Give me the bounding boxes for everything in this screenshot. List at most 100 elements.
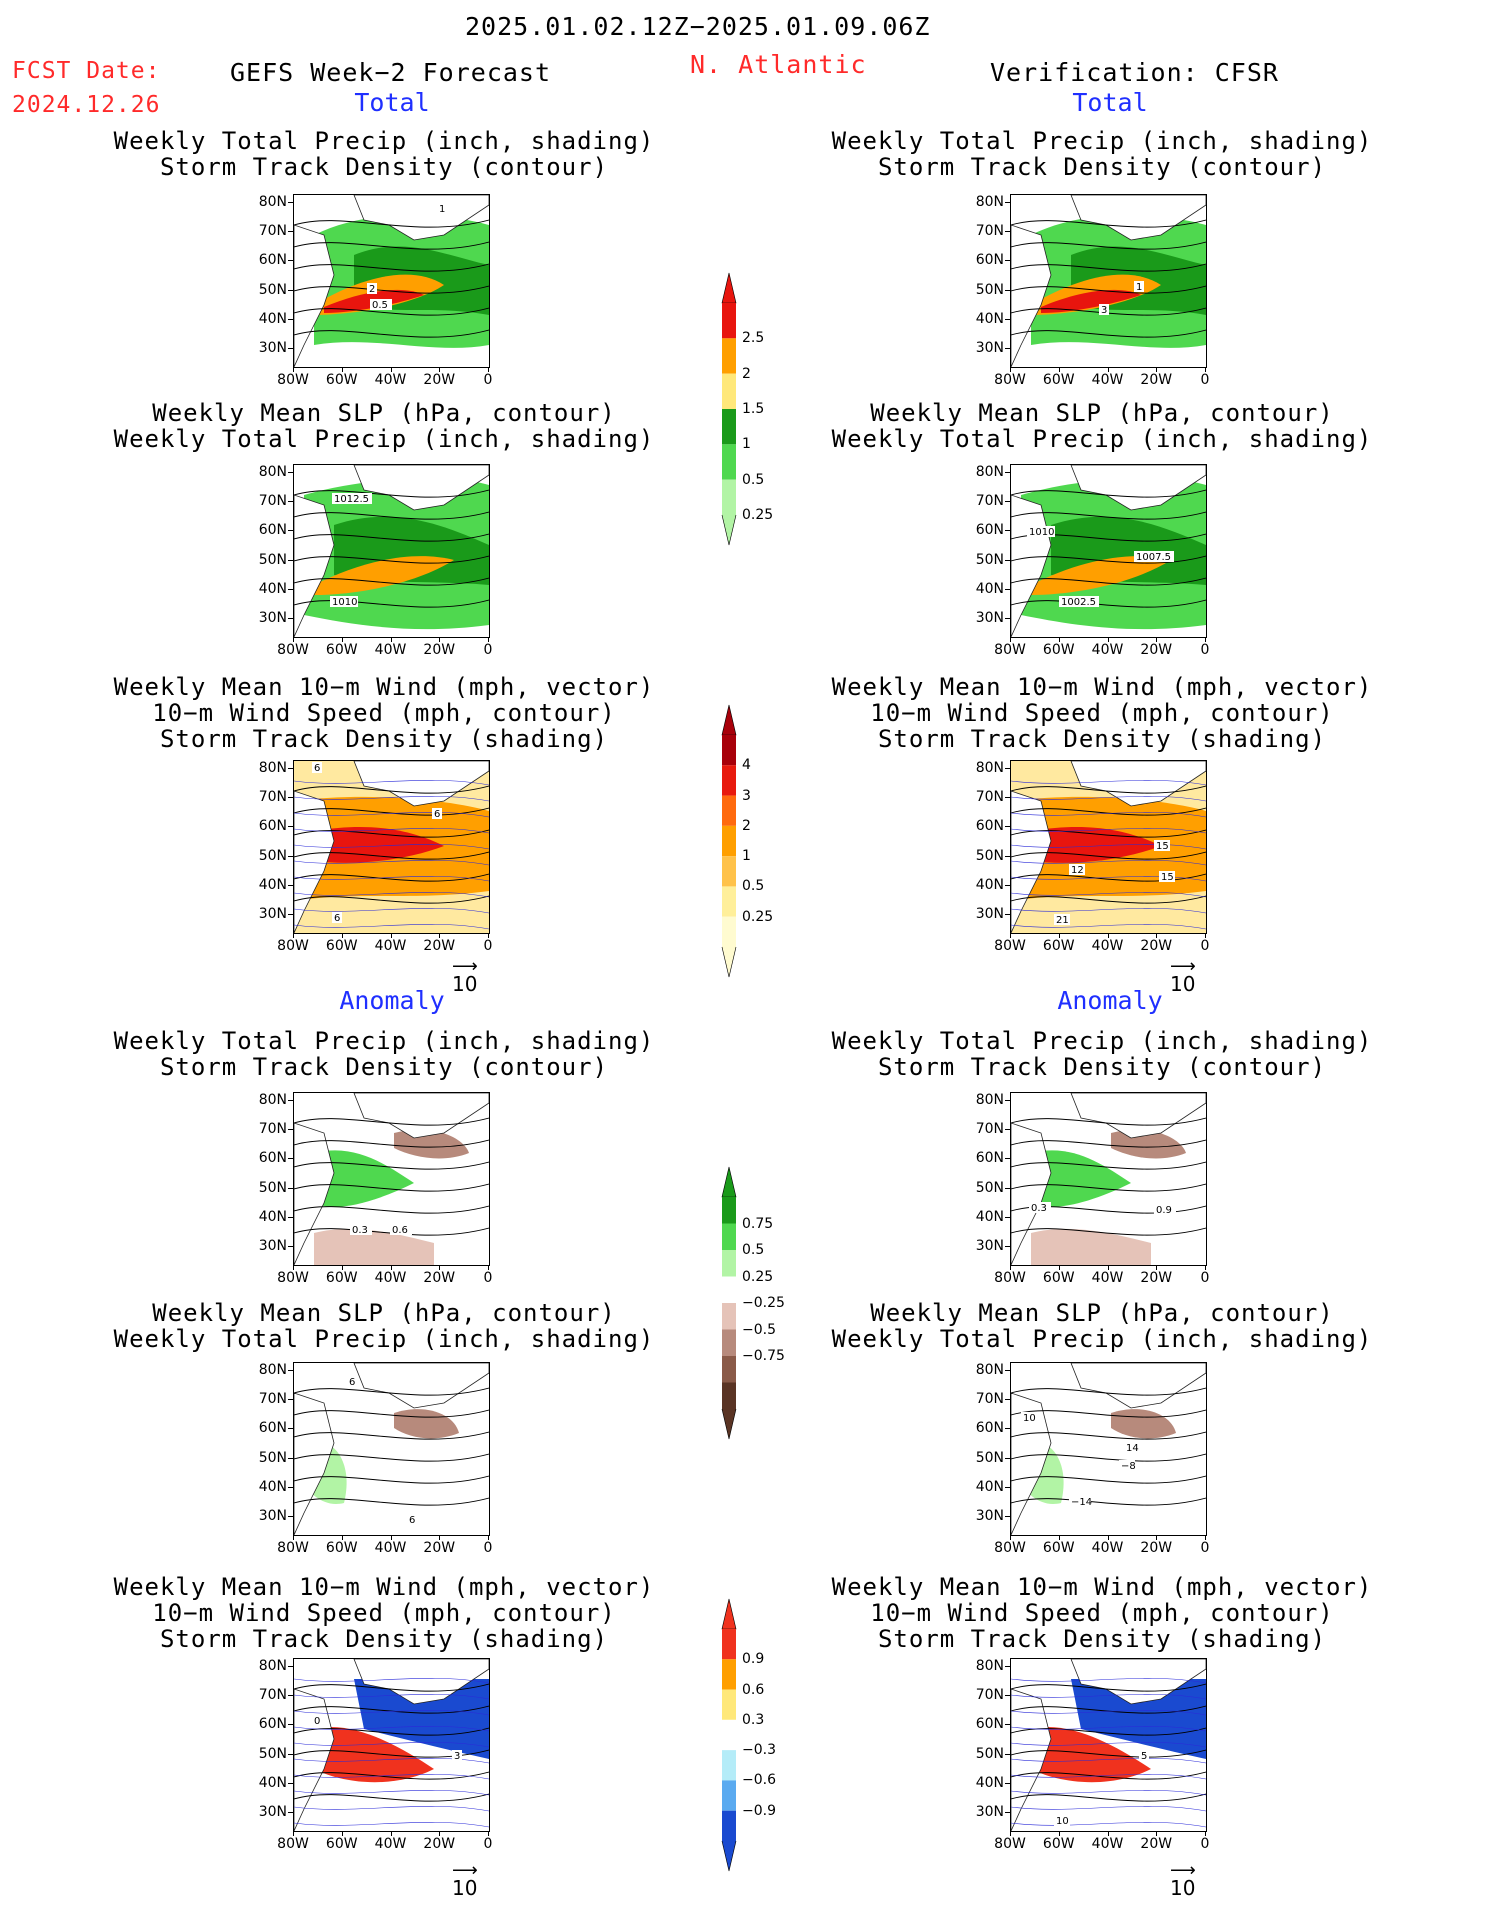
lon-tick <box>1107 637 1109 642</box>
contour-label: 1012.5 <box>334 494 369 505</box>
lat-label: 30N <box>258 610 287 626</box>
lat-label: 60N <box>975 252 1004 269</box>
lat-label: 40N <box>975 876 1004 893</box>
title-verif-slp-precip-total: Weekly Mean SLP (hPa, contour) Weekly Tot… <box>831 399 1373 453</box>
lon-tick <box>1156 1265 1158 1270</box>
colorbar-swatch <box>722 1356 736 1383</box>
lat-tick <box>1005 1428 1010 1430</box>
section-total-right: Total <box>1072 88 1148 117</box>
lat-label: 50N <box>258 281 287 298</box>
lon-label: 20W <box>423 1836 456 1852</box>
lat-label: 30N <box>258 1508 287 1524</box>
lon-tick <box>439 1831 441 1836</box>
lon-tick <box>341 637 343 642</box>
title-fcst-slp-precip-anom: Weekly Mean SLP (hPa, contour) Weekly Tot… <box>113 1299 655 1353</box>
map-panel-verif-slp-precip-total: 1010 1007.5 1002.5 <box>1010 464 1207 638</box>
colorbar-label: −0.75 <box>742 1348 785 1364</box>
title-fcst-wind-track-anom: Weekly Mean 10−m Wind (mph, vector) 10−m … <box>113 1573 655 1653</box>
lon-tick <box>1058 367 1060 372</box>
lat-label: 40N <box>258 1208 287 1225</box>
lat-label: 80N <box>258 760 287 776</box>
lon-tick <box>1156 637 1158 642</box>
lon-tick <box>1107 1265 1109 1270</box>
lon-label: 60W <box>1042 1540 1075 1556</box>
lon-label: 40W <box>374 1270 407 1286</box>
lat-label: 70N <box>258 1121 287 1138</box>
lat-tick <box>1005 768 1010 769</box>
lat-tick <box>288 260 293 262</box>
lat-tick <box>1005 202 1010 203</box>
lat-label: 40N <box>258 310 287 327</box>
lon-tick <box>1205 1831 1206 1836</box>
contour-label: 1 <box>439 204 445 215</box>
lat-tick <box>288 1246 293 1247</box>
lat-label: 80N <box>258 1092 287 1108</box>
lat-tick <box>288 1129 293 1131</box>
colorbar-swatch <box>721 1408 737 1440</box>
lat-label: 50N <box>975 1745 1004 1762</box>
lon-tick <box>1010 1831 1011 1836</box>
lat-tick <box>288 501 293 503</box>
lon-label: 60W <box>1042 1836 1075 1852</box>
colorbar-precip_anom <box>721 1166 737 1440</box>
lat-label: 70N <box>975 1121 1004 1138</box>
lat-label: 60N <box>258 1150 287 1167</box>
lat-label: 50N <box>975 1449 1004 1466</box>
lat-tick <box>288 1782 293 1784</box>
lon-tick <box>1010 933 1011 938</box>
lon-tick <box>390 933 392 938</box>
contour-label: 14 <box>1126 1443 1139 1454</box>
lat-tick <box>288 348 293 349</box>
lon-label: 20W <box>1140 1836 1173 1852</box>
lat-label: 70N <box>258 1391 287 1408</box>
lon-tick <box>293 1831 294 1836</box>
colorbar-swatch <box>722 338 736 374</box>
lon-tick <box>488 933 489 938</box>
lat-label: 80N <box>975 464 1004 480</box>
lon-label: 0 <box>1200 1836 1210 1852</box>
lat-tick <box>288 1100 293 1101</box>
lat-tick <box>288 1457 293 1459</box>
lat-label: 80N <box>258 194 287 210</box>
wind-vector-reference-left-total: ⟶ 10 <box>452 956 478 997</box>
colorbar-swatch <box>722 1197 736 1224</box>
lon-tick <box>488 1535 489 1540</box>
colorbar-swatch <box>722 886 736 917</box>
colorbar-swatch <box>722 1719 736 1751</box>
contour-label: 2 <box>369 284 375 295</box>
lat-label: 70N <box>975 223 1004 240</box>
map-panel-fcst-slp-precip-total: 1012.5 1010 <box>293 464 490 638</box>
lon-label: 60W <box>325 938 358 954</box>
region-title: N. Atlantic <box>690 50 867 79</box>
lat-label: 40N <box>975 310 1004 327</box>
lon-tick <box>1107 1831 1109 1836</box>
lat-tick <box>1005 1399 1010 1401</box>
lon-tick <box>390 1535 392 1540</box>
lon-tick <box>1205 367 1206 372</box>
lon-label: 60W <box>1042 1270 1075 1286</box>
lat-label: 70N <box>975 789 1004 806</box>
lat-tick <box>1005 472 1010 473</box>
lon-label: 80W <box>277 1270 309 1286</box>
lon-label: 80W <box>277 372 309 388</box>
title-fcst-slp-precip-total: Weekly Mean SLP (hPa, contour) Weekly Tot… <box>113 399 655 453</box>
lon-label: 20W <box>1140 1270 1173 1286</box>
lat-tick <box>288 826 293 828</box>
lon-label: 0 <box>483 1270 493 1286</box>
lat-tick <box>288 1158 293 1160</box>
lon-tick <box>390 367 392 372</box>
title-fcst-precip-track-anom: Weekly Total Precip (inch, shading) Storm… <box>113 1027 655 1081</box>
lat-label: 80N <box>975 194 1004 210</box>
lat-tick <box>1005 501 1010 503</box>
lon-tick <box>1058 933 1060 938</box>
lat-tick <box>1005 231 1010 233</box>
lon-tick <box>1058 1265 1060 1270</box>
lat-tick <box>1005 1666 1010 1667</box>
lat-tick <box>288 318 293 320</box>
lat-tick <box>1005 1753 1010 1755</box>
colorbar-label: 0.25 <box>742 1268 774 1285</box>
colorbar-swatch <box>722 1276 736 1303</box>
colorbar-swatch <box>722 373 736 409</box>
lat-label: 80N <box>975 760 1004 776</box>
